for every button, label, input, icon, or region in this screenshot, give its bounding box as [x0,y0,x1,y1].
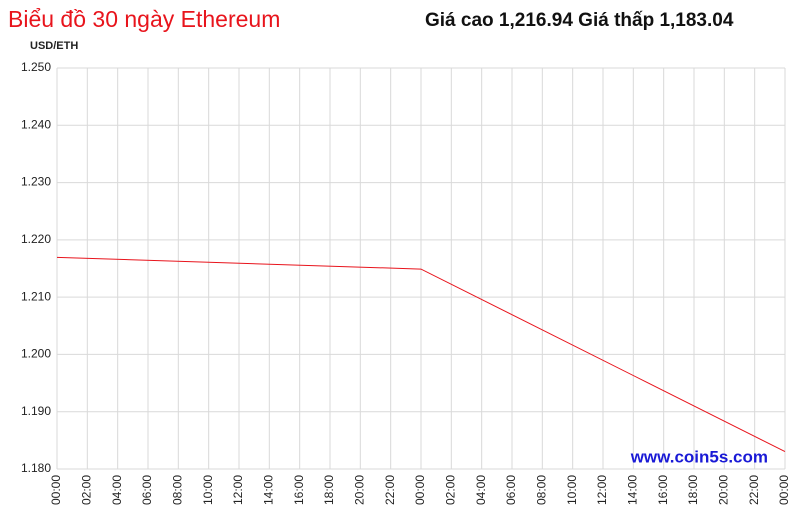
y-tick-label: 1.190 [21,404,51,418]
x-tick-label: 14:00 [626,475,640,505]
x-tick-label: 20:00 [353,475,367,505]
y-tick-label: 1.250 [21,60,51,74]
y-tick-label: 1.210 [21,289,51,303]
y-tick-label: 1.200 [21,347,51,361]
x-tick-label: 02:00 [80,475,94,505]
y-tick-label: 1.230 [21,175,51,189]
y-tick-label: 1.180 [21,461,51,475]
x-tick-label: 16:00 [292,475,306,505]
x-tick-label: 10:00 [565,475,579,505]
x-tick-label: 16:00 [656,475,670,505]
x-tick-label: 12:00 [231,475,245,505]
price-line [56,256,786,453]
x-tick-label: 00:00 [777,475,791,505]
x-tick-label: 04:00 [474,475,488,505]
x-tick-label: 22:00 [383,475,397,505]
x-tick-label: 00:00 [49,475,63,505]
x-tick-label: 18:00 [686,475,700,505]
y-tick-label: 1.240 [21,117,51,131]
x-tick-label: 14:00 [262,475,276,505]
x-tick-label: 04:00 [110,475,124,505]
x-tick-label: 18:00 [322,475,336,505]
x-tick-label: 06:00 [140,475,154,505]
y-tick-label: 1.220 [21,232,51,246]
x-tick-label: 00:00 [413,475,427,505]
watermark: www.coin5s.com [630,447,768,466]
x-tick-label: 12:00 [595,475,609,505]
x-tick-label: 06:00 [504,475,518,505]
x-tick-label: 02:00 [444,475,458,505]
x-tick-label: 22:00 [747,475,761,505]
x-tick-label: 10:00 [201,475,215,505]
x-tick-label: 08:00 [171,475,185,505]
y-axis-unit: USD/ETH [30,40,78,52]
x-tick-label: 20:00 [717,475,731,505]
price-range: Giá cao 1,216.94 Giá thấp 1,183.04 [425,10,734,31]
x-tick-label: 08:00 [535,475,549,505]
chart-title: Biểu đồ 30 ngày Ethereum [8,6,280,32]
